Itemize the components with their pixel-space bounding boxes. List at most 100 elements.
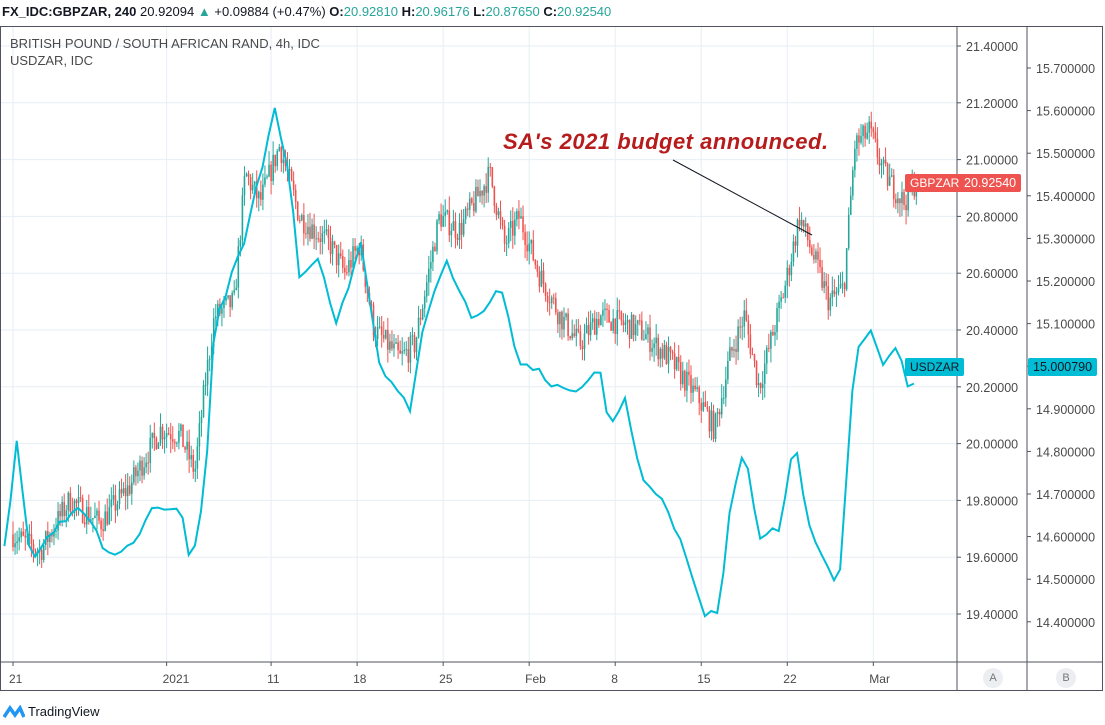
candle-body [292,180,295,190]
candle-body [731,347,733,351]
candle-body [684,370,686,391]
legend-compare: USDZAR, IDC [10,53,94,68]
candle-body [757,383,760,386]
candle-body [569,336,571,339]
candle-body [673,353,676,370]
candle-body [499,211,502,220]
candle-body [516,211,518,220]
axis-a-label: 20.40000 [966,324,1018,338]
candle-body [641,320,643,340]
candle-body [409,336,412,363]
candle-body [120,489,123,494]
candle-body [483,186,485,196]
candle-body [176,442,178,444]
candle-body [600,315,602,326]
candle-body [450,230,453,236]
candle-body [624,322,627,325]
chart-frame[interactable] [0,26,1103,691]
candle-body [137,470,139,477]
candle-body [102,529,104,531]
candle-body [610,322,612,331]
candle-body [413,335,416,353]
candle-body [460,222,463,235]
candle-body [895,199,897,204]
candle-body [831,290,834,298]
candle-body [272,154,274,182]
candle-body [448,210,451,236]
candle-body [116,504,119,511]
time-label: Mar [869,672,890,686]
candle-body [155,438,158,449]
candle-body [266,176,268,178]
annotation-text[interactable]: SA's 2021 budget announced. [503,129,829,154]
candle-body [845,248,848,290]
candle-body [436,220,438,252]
tradingview-logo[interactable]: TradingView [3,704,100,719]
candle-body [171,439,174,442]
candle-body [573,333,576,337]
candle-body [399,350,401,354]
symbol: FX_IDC:GBPZAR, 240 [2,4,137,19]
candle-body [290,169,293,181]
candle-body [53,531,55,537]
candle-body [643,339,645,341]
candle-body [559,311,561,325]
candle-body [675,357,678,370]
candle-body [180,424,182,431]
candle-body [823,281,825,288]
candle-body [636,320,639,325]
candle-body [749,334,752,355]
candle-body [702,402,705,411]
candle-body [548,302,551,304]
candle-body [24,535,27,538]
candle-body [440,214,442,227]
candle-body [694,385,696,390]
candle-body [200,416,203,424]
candle-body [419,317,422,320]
candle-body [774,332,776,336]
candle-body [518,211,520,219]
up-arrow-icon: ▲ [197,4,211,19]
candle-body [139,460,141,471]
candle-body [274,154,276,167]
candle-body [825,281,827,286]
candle-body [276,150,279,167]
candle-body [235,287,238,291]
candle-body [733,349,735,351]
candle-body [751,354,754,356]
candle-body [20,531,22,538]
candle-body [651,348,653,352]
candle-body [458,222,461,240]
candle-body [190,455,193,460]
candle-body [92,517,94,520]
candle-body [354,246,356,251]
candle-body [806,223,809,241]
candle-body [87,506,90,522]
candle-body [593,318,596,335]
candle-body [800,219,803,226]
scale-a-button[interactable]: A [983,668,1003,688]
scale-b-button[interactable]: B [1056,668,1076,688]
candle-body [509,220,512,228]
candle-body [905,204,907,211]
candle-body [696,387,698,390]
candle-body [475,186,477,212]
candle-body [772,331,774,336]
candle-body [589,322,592,336]
candle-body [874,132,877,139]
candle-body [538,271,541,287]
candle-body [208,358,211,361]
candle-body [376,327,379,340]
candle-body [233,290,236,293]
candle-body [14,543,16,548]
candle-body [786,267,789,286]
time-label: 21 [9,672,23,686]
candle-body [122,488,125,494]
candle-body [446,210,449,213]
high-label: H: [401,4,416,19]
candle-body [241,195,244,241]
usdzar-name-tag: USDZAR [905,358,965,376]
candle-body [604,308,606,311]
candle-body [405,349,408,351]
